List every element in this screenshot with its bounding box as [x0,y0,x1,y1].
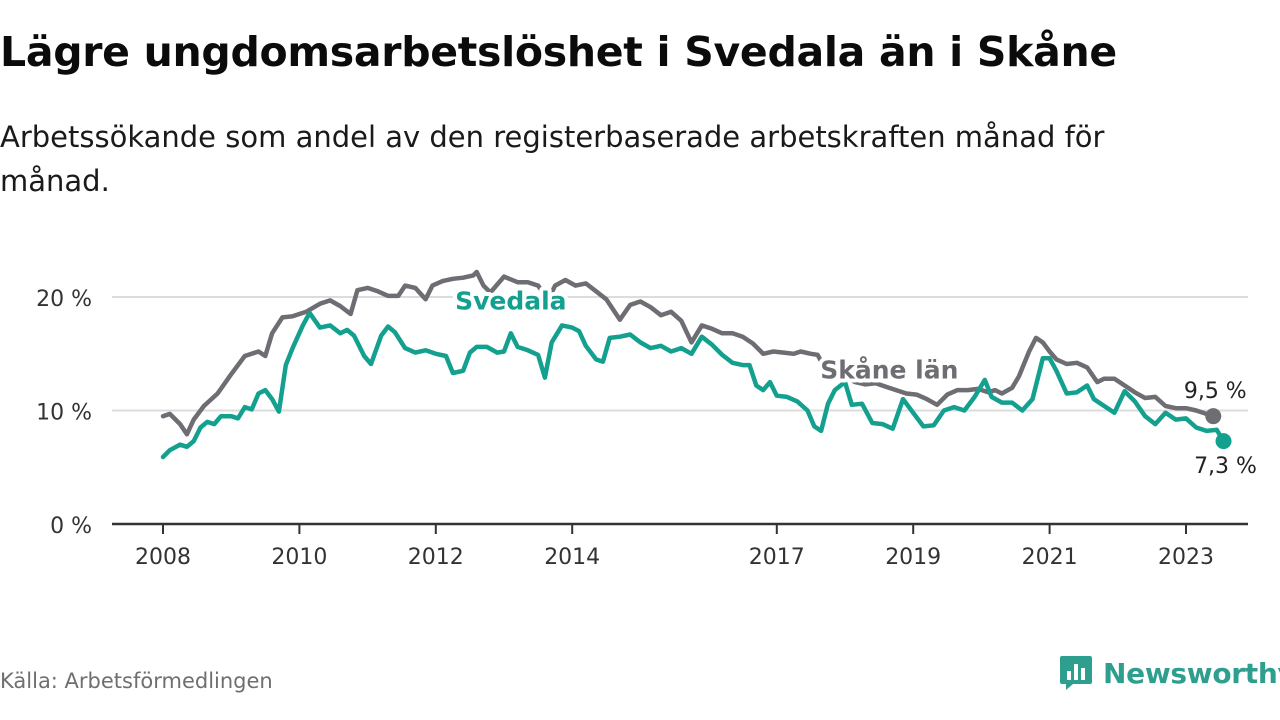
series-end-point-skane [1205,408,1222,425]
series-labels: 9,5 % 7,3 % Svedala Skåne län [451,282,1257,479]
series-lines [160,269,1232,460]
series-line-skane [160,269,1216,437]
end-value-label-svedala: 7,3 % [1194,454,1257,479]
series-line-svedala [160,310,1226,460]
gridlines [112,296,1248,412]
x-tick-label: 2017 [749,545,805,570]
series-end-point-svedala [1215,433,1232,450]
brand-logo: Newsworthy [1059,654,1280,692]
source-note: Källa: Arbetsförmedlingen [0,669,273,693]
brand-name: Newsworthy [1103,656,1280,690]
x-tick-label: 2023 [1158,545,1214,570]
end-value-label-skane: 9,5 % [1184,379,1247,404]
y-axis-tick-labels: 0 % 10 % 20 % [36,287,92,539]
x-axis: 2008 2010 2012 2014 2017 2019 2021 2023 [112,522,1248,570]
x-tick-label: 2019 [885,545,941,570]
newsworthy-logo-icon [1060,656,1092,690]
x-tick-label: 2014 [544,545,600,570]
series-label-skane: Skåne län [820,356,958,385]
y-tick-label: 10 % [36,401,92,426]
page-title: Lägre ungdomsarbetslöshet i Svedala än i… [0,28,1117,76]
y-tick-label: 0 % [50,514,92,539]
y-tick-label: 20 % [36,287,92,312]
page-subtitle: Arbetssökande som andel av den registerb… [0,120,1105,198]
x-tick-label: 2010 [271,545,327,570]
x-tick-label: 2008 [135,545,191,570]
x-tick-label: 2021 [1022,545,1078,570]
x-tick-label: 2012 [408,545,464,570]
series-label-svedala: Svedala [455,286,566,315]
